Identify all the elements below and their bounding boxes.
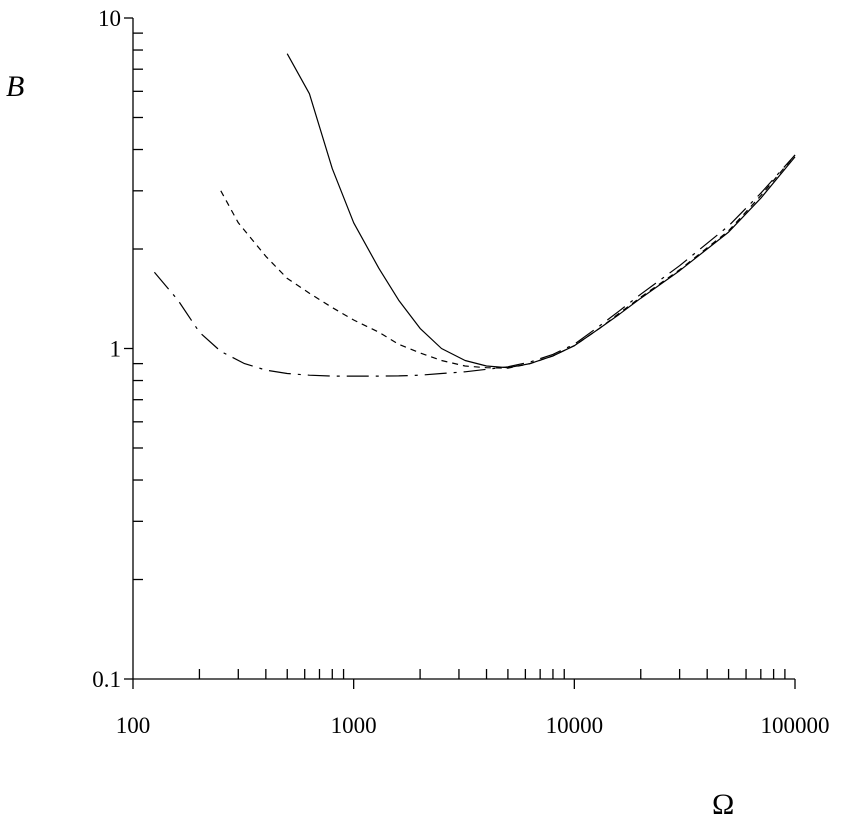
y-tick-label: 1 — [110, 337, 122, 362]
y-axis-title: B — [6, 70, 24, 103]
series-line-dashed — [220, 154, 796, 369]
tick-labels: 100 1000 10000 100000 0.1 1 10 — [92, 6, 829, 738]
series-line-solid — [286, 53, 796, 369]
x-tick-label: 100000 — [761, 713, 830, 738]
y-tick-label: 0.1 — [92, 667, 121, 692]
x-tick-label: 1000 — [331, 713, 377, 738]
y-tick-label: 10 — [98, 6, 121, 31]
ticks — [124, 17, 796, 689]
x-tick-label: 100 — [116, 713, 151, 738]
curves — [153, 53, 796, 377]
axes — [132, 18, 795, 680]
series-line-dash-dot — [153, 154, 796, 377]
x-axis-title: Ω — [712, 788, 734, 819]
x-tick-label: 10000 — [546, 713, 604, 738]
